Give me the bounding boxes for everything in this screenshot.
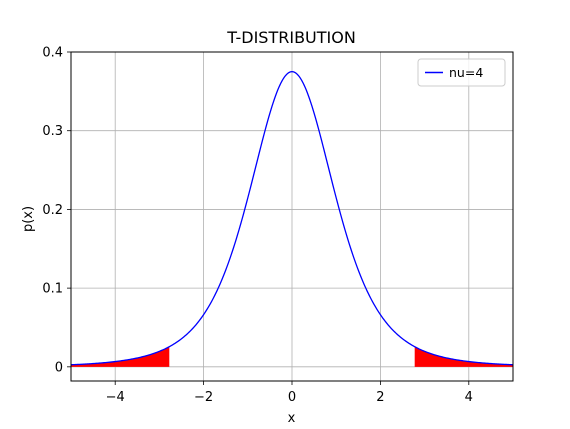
tail-region xyxy=(414,346,513,367)
y-tick-label: 0.1 xyxy=(42,282,63,297)
tail-region xyxy=(71,346,170,367)
x-tick-label: −2 xyxy=(194,390,213,405)
x-tick-label: 2 xyxy=(376,390,384,405)
y-tick-label: 0.2 xyxy=(42,203,63,218)
legend-label-nu-4: nu=4 xyxy=(449,65,483,80)
x-tick-label: 0 xyxy=(288,390,296,405)
legend-box xyxy=(417,58,506,87)
series-line-nu-4 xyxy=(70,71,514,366)
series-lines xyxy=(70,71,514,366)
legend: nu=4 xyxy=(417,58,506,87)
y-axis-label: p(x) xyxy=(21,206,36,232)
y-tick-label: 0 xyxy=(55,360,63,375)
axis-ticks: −4 −2 0 2 4 0 0.1 0.2 0.3 0.4 xyxy=(42,46,473,406)
x-axis-label: x xyxy=(288,411,296,426)
tail-shading xyxy=(71,346,513,367)
y-tick-label: 0.3 xyxy=(42,124,63,139)
x-tick-label: 4 xyxy=(465,390,473,405)
chart-title: T-DISTRIBUTION xyxy=(226,28,356,47)
x-tick-label: −4 xyxy=(106,390,125,405)
y-tick-label: 0.4 xyxy=(42,46,63,61)
